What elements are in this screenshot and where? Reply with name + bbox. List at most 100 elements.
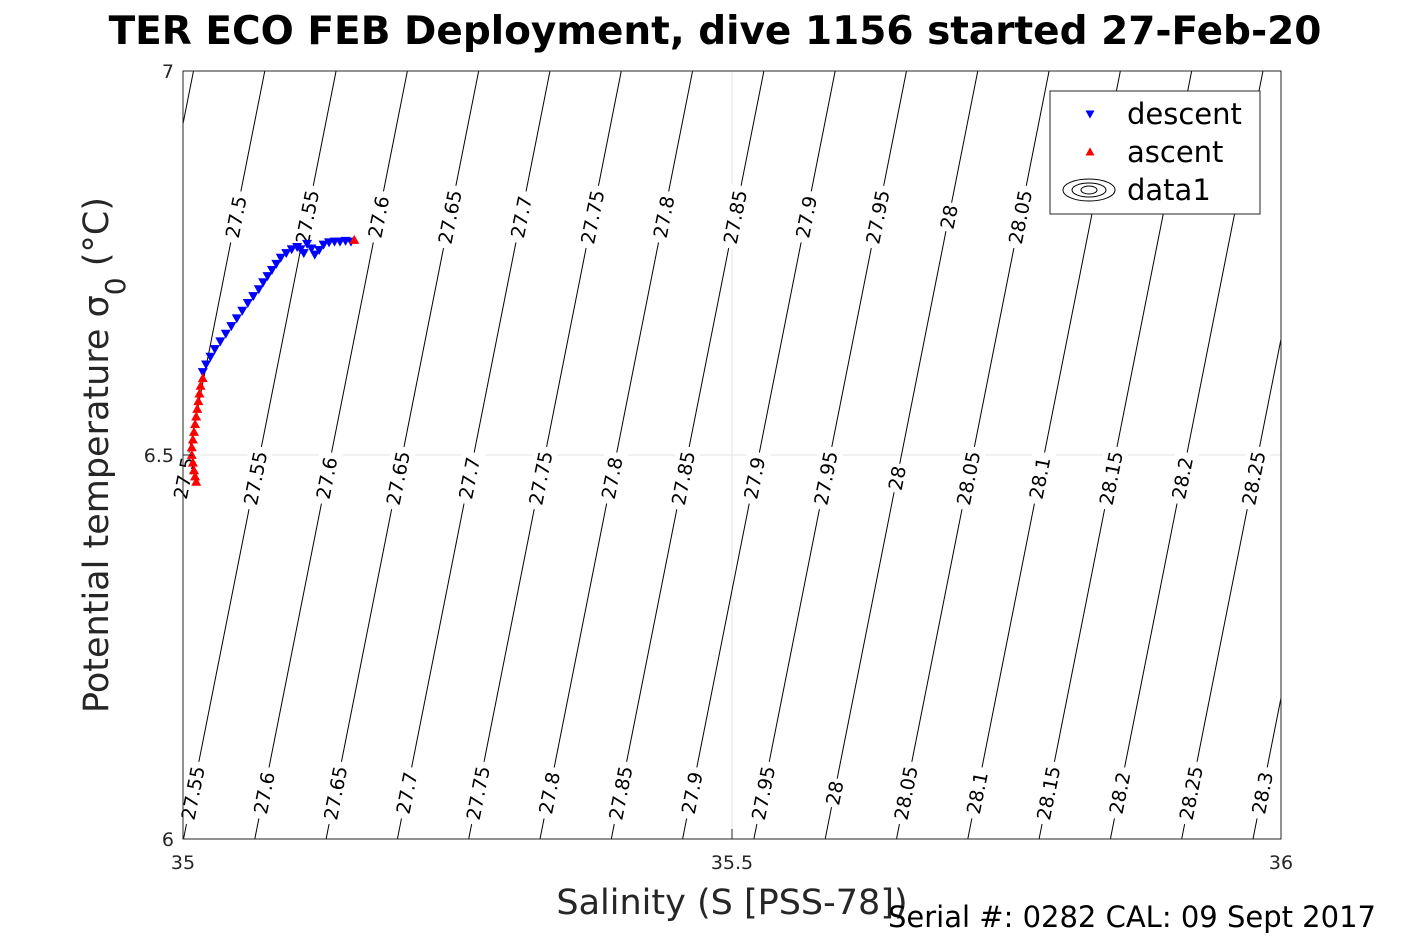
ascent-point: [191, 476, 202, 486]
contour-label-bg: [665, 444, 701, 512]
legend-descent-marker: [1085, 110, 1095, 119]
descent-point: [231, 314, 242, 324]
descent-point: [248, 292, 259, 302]
contour-label: 28.1: [1022, 450, 1057, 506]
legend-contour-ring: [1062, 178, 1116, 202]
chart-title: TER ECO FEB Deployment, dive 1156 starte…: [109, 9, 1322, 54]
contour-label-bg: [532, 765, 566, 821]
contour-label-bg: [646, 189, 681, 245]
contour-label: 28.2: [1165, 450, 1199, 506]
contour-labels: 27.5 27.55 27.6 27.65 27.7 27.75 27.8 27.85 27.9…: [167, 183, 1279, 827]
descent-point: [281, 249, 292, 259]
ascent-point: [349, 234, 360, 244]
contour-label: 27.8: [532, 765, 566, 821]
contour-label-bg: [737, 450, 772, 506]
ascent-point: [192, 403, 203, 413]
contour-label-bg: [459, 759, 496, 827]
legend-data1-label: data1: [1127, 173, 1211, 207]
contour-label-bg: [602, 759, 639, 827]
contour-label-text: 28: [937, 203, 963, 231]
contour-label: 27.8: [594, 450, 629, 506]
legend-contour-ring: [1080, 185, 1098, 195]
descent-point: [253, 285, 264, 295]
contour-label: 28: [882, 461, 912, 495]
contour-label-bg: [218, 189, 253, 245]
contour-label-bg: [317, 759, 354, 827]
contour-label-bg: [934, 200, 964, 234]
contour-label-bg: [1002, 183, 1039, 251]
isopycnal-line: [824, 71, 979, 839]
contour-label-bg: [960, 765, 994, 821]
contour-label-bg: [950, 444, 987, 512]
descent-point: [318, 240, 329, 250]
contour-label-bg: [174, 759, 211, 827]
contour-label-bg: [887, 759, 924, 827]
descent-point: [286, 245, 297, 255]
contour-label-bg: [807, 444, 844, 512]
ascent-point: [188, 426, 199, 436]
axis-ticks: 35 35.5 36 6 6.5 7: [144, 61, 1293, 874]
contour-label-bg: [716, 183, 753, 251]
contour-label-bg: [882, 461, 912, 495]
descent-point: [201, 360, 212, 370]
contour-label-bg: [431, 183, 468, 251]
contour-label: 27.85: [665, 444, 701, 512]
contour-label-bg: [745, 759, 782, 827]
ascent-point: [190, 419, 201, 429]
descent-point: [237, 306, 248, 316]
contour-label-bg: [522, 444, 559, 512]
contour-label-bg: [1102, 765, 1137, 821]
descent-series: [197, 236, 357, 378]
legend-contour-ring: [1071, 182, 1107, 198]
descent-point: [209, 345, 220, 355]
contour-label-bg: [819, 776, 849, 810]
contour-label-bg: [504, 189, 538, 245]
contour-label: 28: [819, 776, 849, 810]
descent-point: [215, 337, 226, 347]
legend-ascent-marker: [1085, 147, 1095, 156]
contour-label-bg: [1245, 765, 1279, 821]
contour-label-bg: [389, 765, 424, 821]
descent-point: [306, 244, 317, 254]
contour-label-bg: [1235, 444, 1272, 512]
contour-label-bg: [309, 450, 344, 506]
isopycnal-line: [1252, 695, 1281, 839]
contour-label: 28.1: [960, 765, 994, 821]
serial-cal-footer: Serial #: 0282 CAL: 09 Sept 2017: [888, 900, 1376, 934]
contour-label: 27.7: [389, 765, 424, 821]
descent-point: [309, 250, 320, 260]
descent-point: [197, 368, 208, 378]
contour-label-bg: [247, 765, 281, 821]
contour-label-text: 28: [822, 779, 848, 807]
legend-descent-label: descent: [1127, 97, 1242, 131]
contour-label-bg: [1165, 450, 1199, 506]
x-tick-label: 35: [171, 852, 195, 874]
descent-point: [242, 299, 253, 309]
ascent-point: [193, 396, 204, 406]
legend-ascent-label: ascent: [1127, 135, 1223, 169]
ascent-point: [195, 380, 206, 390]
contour-label-bg: [1022, 450, 1057, 506]
contour-label-bg: [1172, 759, 1209, 827]
contour-label-bg: [452, 450, 486, 506]
descent-point: [298, 249, 309, 259]
descent-point: [266, 266, 277, 276]
contour-label-bg: [859, 183, 896, 251]
contour-label-text: 28: [885, 464, 911, 492]
descent-point: [205, 352, 216, 362]
contour-label-bg: [674, 765, 709, 821]
ascent-point: [191, 411, 202, 421]
contour-label-bg: [1030, 759, 1067, 827]
descent-point: [275, 253, 286, 263]
y-tick-label: 6.5: [144, 445, 174, 467]
y-tick-label: 7: [162, 61, 174, 83]
descent-point: [220, 329, 231, 339]
y-tick-label: 6: [162, 829, 174, 851]
contour-label-bg: [1092, 444, 1129, 512]
descent-point: [314, 246, 325, 256]
descent-point: [262, 272, 273, 282]
contour-label: 28: [934, 200, 964, 234]
ascent-point: [197, 373, 208, 383]
contour-label-bg: [594, 450, 629, 506]
